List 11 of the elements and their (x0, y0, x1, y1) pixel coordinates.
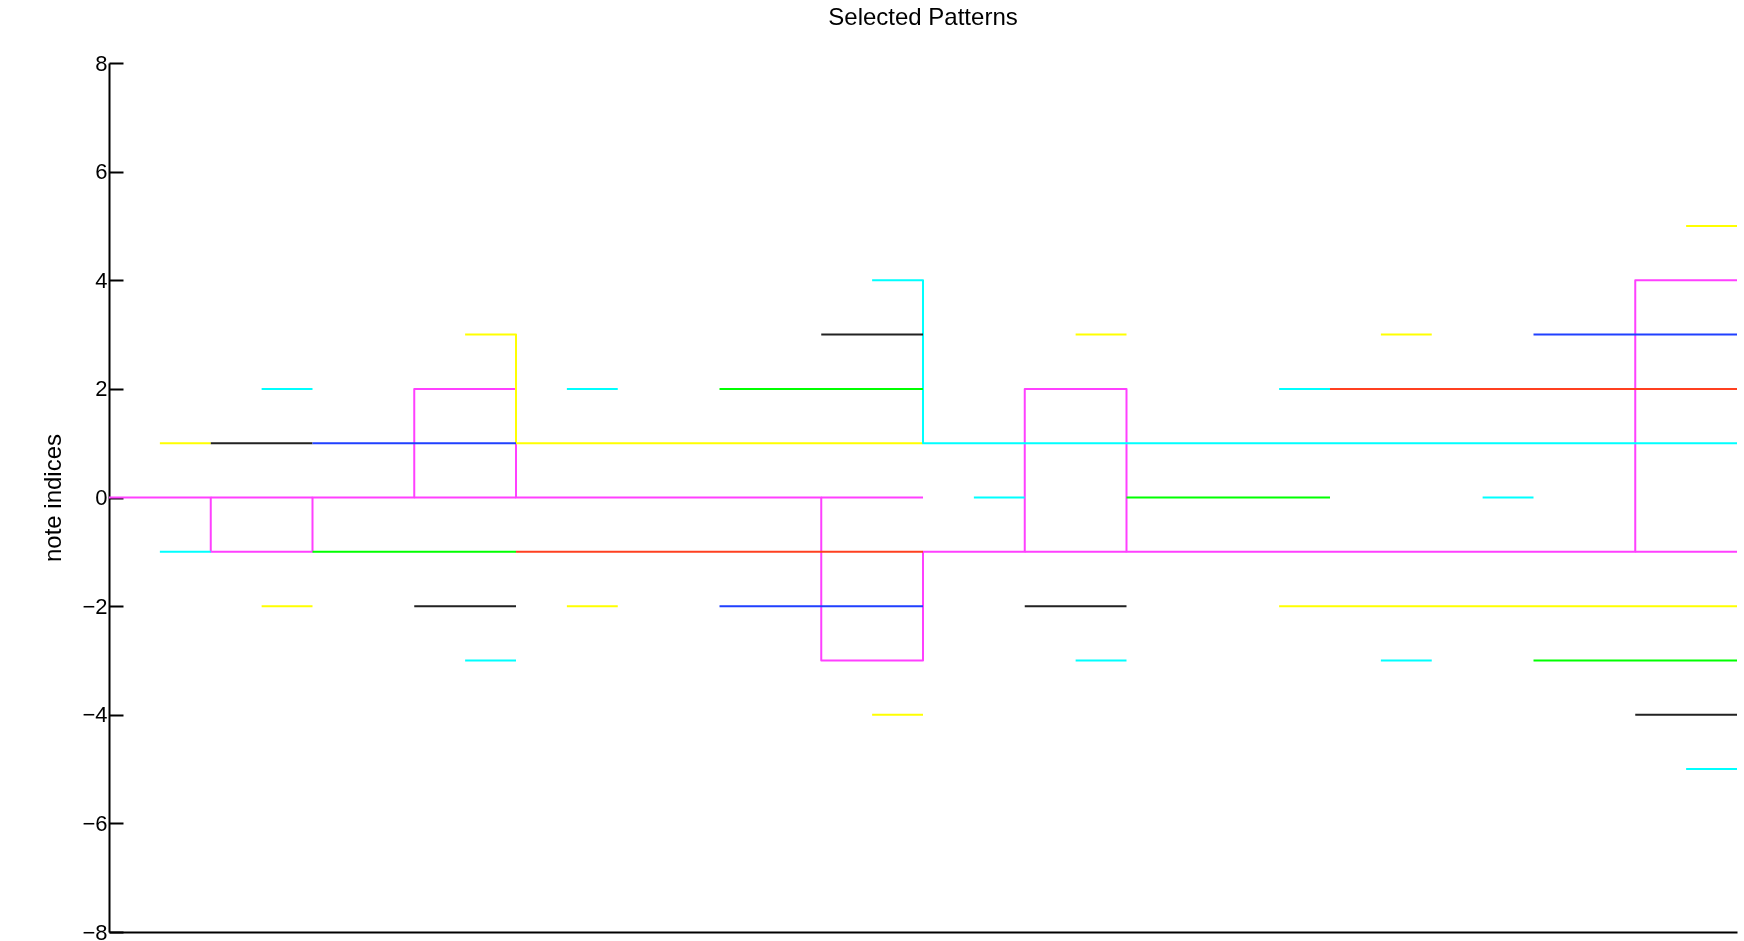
y-tick-label: 6 (95, 159, 108, 185)
y-tick-label: −2 (82, 593, 108, 619)
y-tick-label: 0 (95, 485, 108, 510)
chart-title: Selected Patterns (828, 3, 1018, 30)
y-tick-label: 4 (95, 267, 108, 293)
y-axis-title: note indices (39, 433, 67, 563)
y-tick-label: −4 (82, 702, 108, 728)
y-tick-label: 2 (95, 376, 108, 402)
y-tick-label: −6 (82, 810, 108, 836)
y-tick-label: 8 (95, 50, 108, 76)
y-tick-label: −8 (82, 919, 108, 941)
